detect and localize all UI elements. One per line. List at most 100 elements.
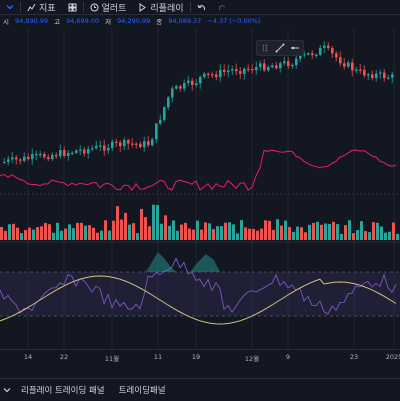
indicators-button[interactable]: 지표 bbox=[21, 0, 62, 14]
volume-bar bbox=[336, 224, 339, 240]
candle-body bbox=[67, 153, 70, 156]
candle-body bbox=[79, 149, 82, 151]
candle-body bbox=[359, 69, 362, 71]
volume-bar bbox=[180, 224, 183, 240]
candle-body bbox=[295, 58, 298, 65]
candle-body bbox=[143, 141, 146, 148]
candle-body bbox=[247, 68, 250, 71]
volume-bar bbox=[76, 222, 79, 240]
volume-bar bbox=[292, 231, 295, 240]
volume-bar bbox=[248, 228, 251, 240]
overbought-fill bbox=[146, 252, 176, 272]
volume-bar bbox=[216, 226, 219, 240]
candle-body bbox=[75, 150, 78, 153]
candle-body bbox=[179, 86, 182, 89]
candle-body bbox=[47, 157, 50, 160]
candle-body bbox=[111, 141, 114, 149]
candle-body bbox=[195, 83, 198, 85]
candle-body bbox=[211, 74, 214, 76]
volume-bar bbox=[316, 221, 319, 240]
volume-bar bbox=[84, 225, 87, 240]
undo-button[interactable] bbox=[191, 0, 212, 14]
candle-body bbox=[139, 143, 142, 148]
candle-body bbox=[135, 143, 138, 145]
trendline-tool[interactable] bbox=[274, 42, 286, 54]
candle-body bbox=[159, 119, 162, 124]
tab-replay-trading-panel[interactable]: 리플레이 트레이딩 패널 bbox=[21, 386, 105, 396]
volume-bar bbox=[44, 222, 47, 240]
volume-bar bbox=[224, 222, 227, 240]
volume-bar bbox=[32, 229, 35, 240]
volume-bar bbox=[20, 233, 23, 240]
volume-bar bbox=[368, 232, 371, 240]
drag-handle[interactable] bbox=[259, 42, 271, 54]
bottom-panel-bar: 리플레이 트레이딩 패널 트레이딩패널 bbox=[0, 378, 400, 401]
volume-bar bbox=[296, 226, 299, 240]
candle-body bbox=[263, 63, 266, 71]
candle-body bbox=[255, 67, 258, 71]
ohlc-legend: 시 94,890.99 고 94,699.00 저 94,290.99 종 94,089… bbox=[0, 15, 400, 27]
tab-trading-panel[interactable]: 트레이딩패널 bbox=[118, 386, 166, 396]
volume-bar bbox=[168, 225, 171, 240]
volume-bar bbox=[360, 221, 363, 240]
volume-bar bbox=[372, 222, 375, 240]
volume-bar bbox=[264, 220, 267, 240]
volume-bar bbox=[152, 204, 155, 240]
candle-body bbox=[99, 145, 102, 147]
timeframe-dropdown[interactable] bbox=[0, 0, 20, 14]
candle-body bbox=[219, 69, 222, 78]
volume-bar bbox=[388, 231, 391, 240]
volume-bar bbox=[100, 230, 103, 240]
volume-bar bbox=[268, 220, 271, 240]
candle-body bbox=[347, 62, 350, 67]
redo-button[interactable] bbox=[212, 0, 233, 14]
candle-body bbox=[383, 72, 386, 79]
volume-bar bbox=[96, 232, 99, 240]
candle-body bbox=[343, 63, 346, 67]
volume-bar bbox=[136, 233, 139, 240]
undo-icon bbox=[197, 4, 205, 10]
candle-body bbox=[163, 107, 166, 120]
candle-body bbox=[355, 69, 358, 71]
alert-button[interactable]: 얼러트 bbox=[84, 0, 133, 14]
horizontal-ray-tool[interactable] bbox=[289, 42, 301, 54]
candle-body bbox=[155, 123, 158, 140]
layout-grid-icon bbox=[68, 3, 77, 11]
collapse-panel-button[interactable] bbox=[0, 379, 14, 401]
candle-body bbox=[191, 80, 194, 85]
candle-body bbox=[271, 65, 274, 68]
chevron-down-icon bbox=[3, 388, 11, 393]
volume-bar bbox=[340, 233, 343, 240]
candle-body bbox=[391, 74, 394, 78]
volume-bar bbox=[380, 226, 383, 240]
candle-body bbox=[259, 63, 262, 68]
candle-body bbox=[59, 150, 62, 157]
candle-body bbox=[95, 145, 98, 149]
close-value: 94,089.37 bbox=[168, 17, 202, 25]
candle-body bbox=[175, 86, 178, 89]
candle-body bbox=[283, 61, 286, 64]
volume-bar bbox=[208, 223, 211, 240]
volume-bar bbox=[28, 227, 31, 240]
candle-body bbox=[167, 97, 170, 108]
replay-button[interactable]: 리플레이 bbox=[132, 0, 189, 14]
volume-bar bbox=[232, 224, 235, 240]
volume-bar bbox=[72, 228, 75, 240]
candle-body bbox=[71, 152, 74, 155]
time-axis[interactable]: 14 22 11월 11 19 12월 9 23 2025 bbox=[0, 349, 400, 364]
volume-bar bbox=[60, 230, 63, 240]
volume-bar bbox=[80, 222, 83, 240]
candle-body bbox=[223, 69, 226, 72]
candle-body bbox=[203, 73, 206, 77]
top-toolbar: 지표 얼러트 리플레이 bbox=[0, 0, 400, 15]
layout-button[interactable] bbox=[62, 0, 83, 14]
candle-body bbox=[327, 45, 330, 49]
volume-bar bbox=[352, 233, 355, 240]
candle-body bbox=[131, 143, 134, 145]
volume-bar bbox=[188, 228, 191, 240]
candle-body bbox=[239, 71, 242, 74]
candle-body bbox=[3, 161, 6, 164]
volume-bar bbox=[328, 223, 331, 240]
volume-bar bbox=[92, 227, 95, 240]
